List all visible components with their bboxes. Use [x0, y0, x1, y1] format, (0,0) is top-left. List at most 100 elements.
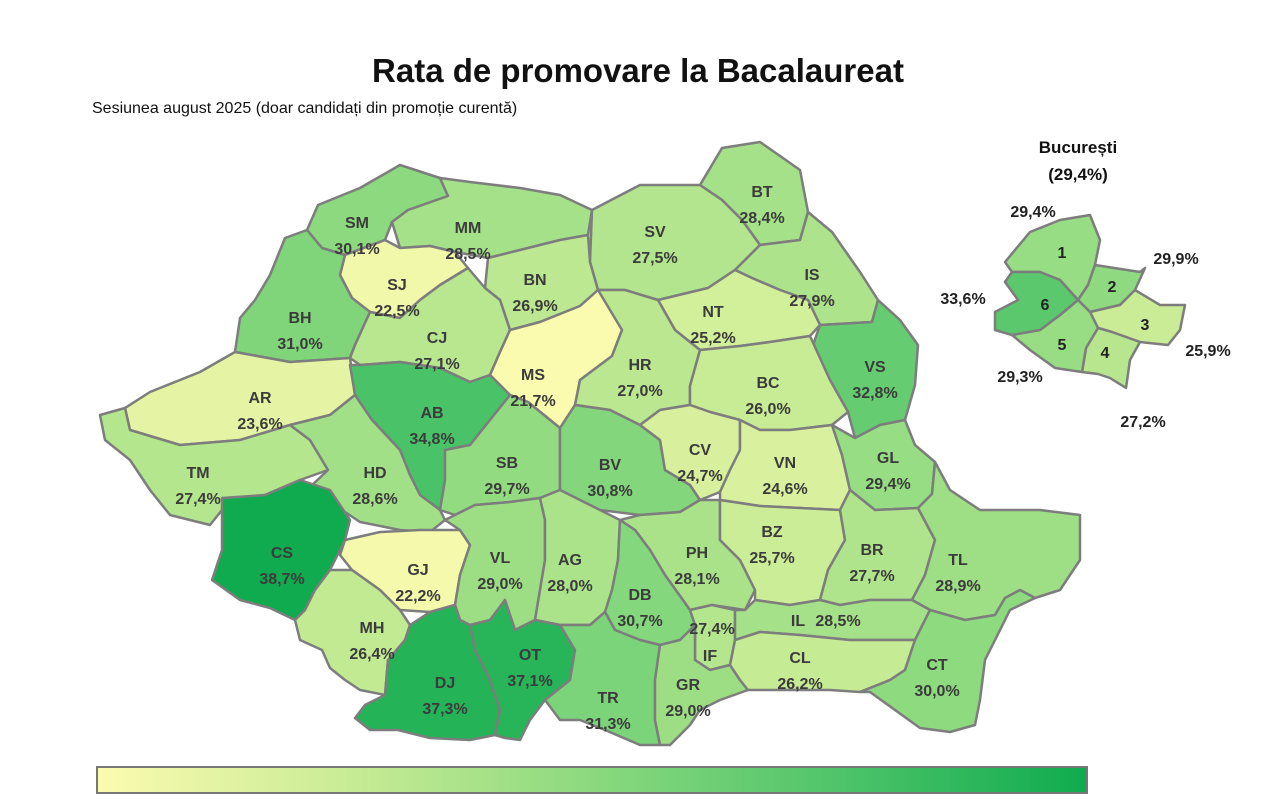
county-value-VS: 32,8% — [852, 385, 897, 402]
sector-value-2: 29,9% — [1153, 251, 1198, 268]
county-value-TL: 28,9% — [935, 578, 980, 595]
county-value-GL: 29,4% — [865, 476, 910, 493]
county-code-VN: VN — [774, 455, 796, 472]
county-code-GR: GR — [676, 677, 700, 694]
county-code-CV: CV — [689, 442, 712, 459]
county-code-IF: IF — [703, 648, 717, 665]
county-value-OT: 37,1% — [507, 673, 552, 690]
county-value-IF: 27,4% — [689, 621, 734, 638]
county-value-PH: 28,1% — [674, 571, 719, 588]
map-title: Rata de promovare la Bacalaureat — [372, 52, 904, 89]
county-value-DJ: 37,3% — [422, 701, 467, 718]
county-code-BC: BC — [756, 375, 780, 392]
county-value-DB: 30,7% — [617, 613, 662, 630]
county-code-GL: GL — [877, 450, 899, 467]
county-code-AG: AG — [558, 552, 582, 569]
county-code-TL: TL — [948, 552, 968, 569]
county-value-CV: 24,7% — [677, 468, 722, 485]
county-code-SV: SV — [644, 224, 666, 241]
sector-value-4: 27,2% — [1120, 414, 1165, 431]
county-value-VL: 29,0% — [477, 576, 522, 593]
county-value-SB: 29,7% — [484, 481, 529, 498]
county-value-BV: 30,8% — [587, 483, 632, 500]
county-code-MH: MH — [360, 620, 385, 637]
color-scale-legend — [96, 766, 1088, 794]
county-code-AB: AB — [420, 405, 443, 422]
county-code-HR: HR — [628, 357, 652, 374]
sector-6[interactable] — [993, 270, 1080, 337]
county-code-DB: DB — [628, 587, 651, 604]
county-code-VL: VL — [490, 550, 511, 567]
county-code-BH: BH — [288, 310, 311, 327]
sector-number-1: 1 — [1058, 245, 1067, 262]
county-value-TR: 31,3% — [585, 716, 630, 733]
county-value-AG: 28,0% — [547, 578, 592, 595]
county-value-BN: 26,9% — [512, 298, 557, 315]
county-code-CL: CL — [789, 650, 811, 667]
county-value-TM: 27,4% — [175, 491, 220, 508]
county-code-MM: MM — [455, 220, 482, 237]
county-code-IL: IL — [791, 613, 805, 630]
county-code-BN: BN — [523, 272, 546, 289]
county-value-HD: 28,6% — [352, 491, 397, 508]
county-value-BR: 27,7% — [849, 568, 894, 585]
county-value-AR: 23,6% — [237, 416, 282, 433]
county-code-IS: IS — [804, 267, 819, 284]
sector-number-6: 6 — [1041, 297, 1050, 314]
county-value-SV: 27,5% — [632, 250, 677, 267]
county-value-GJ: 22,2% — [395, 588, 440, 605]
county-code-CT: CT — [926, 657, 948, 674]
bucuresti-total: (29,4%) — [1048, 165, 1108, 184]
county-TL[interactable] — [910, 460, 1082, 622]
county-value-CS: 38,7% — [259, 571, 304, 588]
county-code-NT: NT — [702, 304, 724, 321]
county-code-SJ: SJ — [387, 277, 407, 294]
sector-value-5: 29,3% — [997, 369, 1042, 386]
county-value-IS: 27,9% — [789, 293, 834, 310]
county-value-MS: 21,7% — [510, 393, 555, 410]
county-code-BR: BR — [860, 542, 884, 559]
county-value-AB: 34,8% — [409, 431, 454, 448]
county-code-SM: SM — [345, 215, 369, 232]
county-code-SB: SB — [496, 455, 518, 472]
county-CT[interactable] — [858, 588, 1037, 734]
county-value-BH: 31,0% — [277, 336, 322, 353]
county-value-CL: 26,2% — [777, 676, 822, 693]
county-code-MS: MS — [521, 367, 545, 384]
county-value-BZ: 25,7% — [749, 550, 794, 567]
bucuresti-title: București — [1039, 138, 1117, 157]
county-value-BT: 28,4% — [739, 210, 784, 227]
sector-value-3: 25,9% — [1185, 343, 1230, 360]
county-code-DJ: DJ — [435, 675, 455, 692]
county-code-GJ: GJ — [407, 562, 428, 579]
sector-value-1: 29,4% — [1010, 204, 1055, 221]
county-value-GR: 29,0% — [665, 703, 710, 720]
county-code-BZ: BZ — [761, 524, 783, 541]
county-value-VN: 24,6% — [762, 481, 807, 498]
sector-number-5: 5 — [1058, 337, 1067, 354]
county-value-CT: 30,0% — [914, 683, 959, 700]
county-code-AR: AR — [248, 390, 272, 407]
sector-number-4: 4 — [1101, 345, 1110, 362]
county-value-HR: 27,0% — [617, 383, 662, 400]
county-value-BC: 26,0% — [745, 401, 790, 418]
county-code-CS: CS — [271, 545, 294, 562]
county-value-CJ: 27,1% — [414, 356, 459, 373]
county-value-NT: 25,2% — [690, 330, 735, 347]
county-value-MH: 26,4% — [349, 646, 394, 663]
county-GR[interactable] — [653, 623, 750, 747]
sector-value-6: 33,6% — [940, 291, 985, 308]
county-value-IL: 28,5% — [815, 613, 860, 630]
county-code-CJ: CJ — [427, 330, 447, 347]
map-subtitle: Sesiunea august 2025 (doar candidați din… — [92, 100, 518, 117]
county-code-BV: BV — [599, 457, 622, 474]
county-code-BT: BT — [751, 184, 773, 201]
sector-number-3: 3 — [1141, 317, 1150, 334]
county-value-SM: 30,1% — [334, 241, 379, 258]
county-code-OT: OT — [519, 647, 541, 664]
sector-number-2: 2 — [1108, 279, 1117, 296]
county-code-PH: PH — [686, 545, 708, 562]
county-value-SJ: 22,5% — [374, 303, 419, 320]
county-code-VS: VS — [864, 359, 886, 376]
